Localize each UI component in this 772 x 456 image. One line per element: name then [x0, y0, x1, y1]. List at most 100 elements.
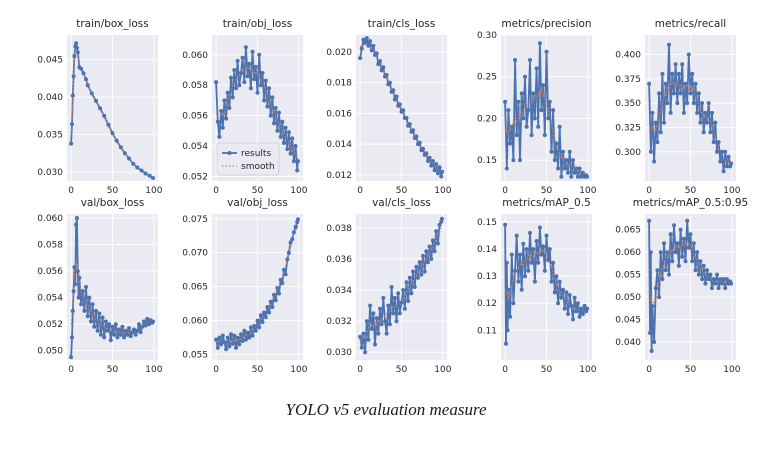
x-tick-label: 100 — [290, 186, 307, 196]
data-point — [237, 342, 242, 347]
data-point — [85, 314, 90, 319]
data-point — [582, 303, 587, 308]
data-point — [580, 312, 585, 316]
data-point — [374, 316, 379, 321]
data-point — [660, 277, 665, 282]
data-point — [577, 166, 582, 171]
data-point — [514, 133, 519, 138]
data-point — [245, 74, 250, 79]
y-tick-label: 0.065 — [615, 226, 641, 236]
data-point — [94, 98, 98, 103]
data-point — [234, 86, 238, 91]
data-point — [108, 338, 113, 343]
x-tick-label: 100 — [145, 186, 162, 196]
data-point — [569, 303, 574, 308]
data-point — [262, 310, 267, 315]
data-point — [724, 277, 729, 282]
data-point — [529, 260, 534, 265]
data-point — [668, 232, 673, 237]
data-point — [678, 227, 683, 232]
data-point — [561, 287, 565, 292]
data-point — [98, 332, 103, 337]
data-point — [422, 269, 427, 274]
subplot-title: metrics/mAP_0.5 — [502, 197, 591, 209]
data-point — [275, 128, 280, 133]
y-tick-label: 0.038 — [326, 224, 352, 234]
y-tick-label: 0.060 — [182, 317, 208, 327]
data-point — [723, 286, 728, 291]
data-point — [376, 331, 381, 336]
y-tick-label: 0.058 — [182, 81, 208, 91]
data-point — [426, 159, 430, 163]
data-point — [394, 94, 399, 99]
data-point — [368, 39, 373, 44]
data-point — [683, 81, 688, 86]
data-point — [363, 350, 368, 355]
y-tick-label: 0.300 — [615, 148, 641, 158]
data-point — [139, 168, 144, 173]
data-point — [419, 272, 424, 277]
y-tick-label: 0.052 — [182, 172, 208, 182]
data-point — [526, 108, 531, 113]
data-point — [376, 62, 381, 67]
data-point — [429, 257, 434, 261]
y-tick-label: 0.375 — [615, 75, 641, 85]
data-point — [554, 274, 559, 279]
data-point — [222, 340, 227, 345]
data-point — [693, 81, 698, 86]
data-point — [532, 116, 537, 121]
data-point — [240, 55, 245, 60]
data-point — [546, 116, 551, 121]
data-point — [127, 156, 131, 161]
data-point — [686, 52, 691, 57]
data-point — [265, 104, 270, 109]
data-point — [103, 319, 108, 324]
data-point — [663, 81, 668, 86]
data-point — [143, 171, 148, 176]
data-point — [523, 274, 527, 279]
data-point — [224, 116, 229, 121]
data-point — [82, 308, 87, 313]
data-point — [696, 272, 701, 277]
data-point — [531, 247, 536, 252]
data-point — [511, 158, 516, 163]
data-point — [718, 159, 723, 164]
data-point — [426, 260, 430, 265]
data-point — [232, 68, 237, 72]
data-point — [232, 333, 237, 338]
data-point — [424, 151, 429, 156]
data-point — [713, 120, 718, 125]
data-point — [282, 141, 286, 145]
data-point — [286, 250, 291, 255]
data-point — [135, 165, 140, 170]
data-point — [695, 110, 700, 115]
data-point — [726, 154, 731, 159]
y-tick-label: 0.12 — [477, 299, 497, 309]
data-point — [227, 344, 232, 349]
x-tick-label: 50 — [541, 365, 553, 375]
x-tick-label: 0 — [357, 186, 363, 196]
data-point — [711, 277, 716, 282]
smooth-line — [504, 88, 588, 177]
data-point — [399, 300, 404, 305]
data-point — [536, 124, 541, 129]
data-point — [296, 159, 300, 164]
data-point — [547, 247, 552, 252]
data-point — [580, 170, 585, 175]
y-tick-label: 0.018 — [326, 79, 352, 89]
data-point — [556, 301, 561, 306]
data-point — [529, 133, 534, 138]
y-tick-label: 0.15 — [477, 218, 497, 228]
data-point — [283, 125, 288, 130]
data-point — [84, 77, 88, 82]
data-point — [293, 224, 298, 229]
data-point — [277, 291, 281, 296]
data-point — [361, 37, 366, 42]
data-point — [387, 80, 392, 85]
x-tick-label: 50 — [107, 186, 119, 196]
data-point — [670, 259, 675, 264]
data-point — [100, 315, 105, 320]
data-point — [417, 260, 422, 265]
data-point — [439, 219, 444, 224]
data-point — [691, 101, 696, 106]
